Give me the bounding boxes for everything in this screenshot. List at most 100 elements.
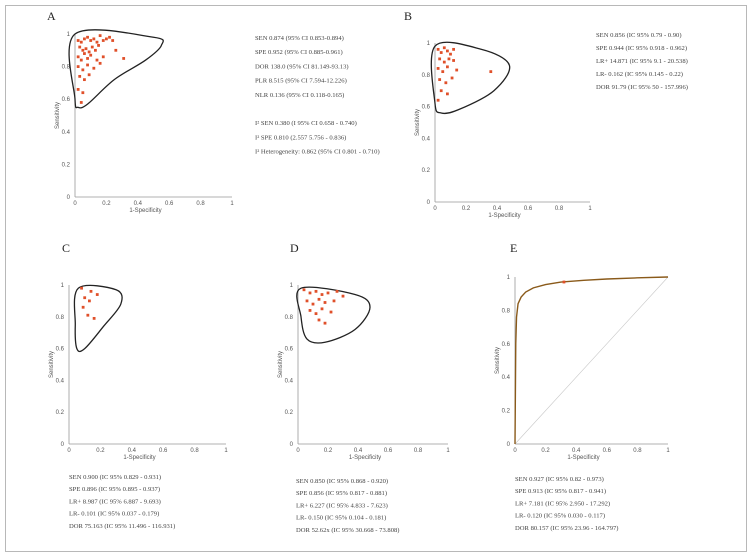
x-tick-label: 0.2 — [102, 201, 111, 207]
study-point — [441, 70, 445, 74]
study-point — [79, 58, 83, 62]
study-point — [87, 50, 91, 54]
study-point — [444, 81, 448, 85]
x-axis-title: 1-Specificity — [488, 213, 520, 219]
x-tick-label: 0.6 — [524, 206, 533, 212]
stat-line: DOR 80.157 (IC 95% 23.96 - 164.797) — [515, 525, 618, 532]
y-tick-label: 0.6 — [285, 347, 294, 353]
x-tick-label: 0.2 — [96, 448, 105, 454]
study-point — [439, 51, 443, 54]
study-point — [314, 312, 318, 316]
study-point — [447, 57, 451, 61]
study-point — [450, 76, 454, 80]
study-point — [92, 316, 96, 320]
study-point — [98, 34, 102, 38]
y-tick-label: 0 — [427, 200, 431, 206]
y-tick-label: 1 — [61, 283, 65, 289]
study-point — [452, 47, 455, 51]
y-tick-label: 0 — [507, 442, 511, 448]
study-point — [114, 48, 118, 52]
stat-line: LR- 0.101 (IC 95% 0.037 - 0.179) — [69, 511, 159, 518]
y-tick-label: 0.4 — [285, 378, 294, 384]
study-point — [436, 67, 440, 70]
stat-line: NLR 0.136 (95% CI 0.118-0.165) — [255, 92, 344, 99]
study-point — [305, 299, 309, 303]
study-point — [79, 101, 83, 104]
study-point — [562, 280, 566, 284]
study-point — [86, 313, 90, 317]
y-tick-label: 1 — [507, 275, 511, 281]
stat-line: LR- 0.150 (IC 95% 0.104 - 0.181) — [296, 515, 386, 522]
figure-frame — [5, 5, 747, 552]
y-tick-label: 1 — [290, 283, 294, 289]
stat-line: SPE 0.896 (IC 95% 0.895 - 0.937) — [69, 486, 160, 493]
x-tick-label: 0.6 — [384, 448, 393, 454]
y-axis-title: Sensitivity — [415, 109, 421, 136]
x-axis-title: 1-Specificity — [123, 455, 155, 461]
study-point — [455, 68, 459, 72]
study-point — [341, 294, 345, 298]
study-point — [326, 291, 330, 295]
study-point — [86, 63, 89, 67]
x-tick-label: 0.6 — [603, 448, 612, 454]
study-point — [78, 74, 82, 78]
x-tick-label: 0.4 — [354, 448, 363, 454]
stat-line: LR- 0.120 (IC 95% 0.030 - 0.117) — [515, 513, 605, 520]
study-point — [83, 296, 87, 300]
x-tick-label: 0.4 — [134, 201, 143, 207]
x-tick-label: 0.8 — [633, 448, 642, 454]
confidence-region — [430, 41, 511, 115]
y-tick-label: 0.6 — [422, 105, 431, 111]
stat-line: SPE 0.952 (95% CI 0.885-0.961) — [255, 49, 343, 56]
stat-line: DOR 138.0 (95% CI 81.149-93.13) — [255, 63, 349, 70]
study-point — [446, 92, 449, 96]
x-tick-label: 0.4 — [128, 448, 137, 454]
study-point — [436, 47, 440, 51]
y-tick-label: 0.4 — [56, 378, 65, 384]
stat-line: DOR 91.79 (IC 95% 50 - 157.996) — [596, 84, 688, 91]
x-tick-label: 1 — [446, 448, 450, 454]
x-tick-label: 0.8 — [414, 448, 423, 454]
confidence-region — [68, 29, 164, 109]
study-point — [81, 48, 85, 52]
y-tick-label: 1 — [427, 41, 431, 47]
study-point — [335, 289, 339, 293]
stat-line: LR+ 6.227 (IC 95% 4.833 - 7.623) — [296, 502, 388, 509]
study-point — [81, 305, 85, 309]
stat-line: SEN 0.900 (IC 95% 0.829 - 0.931) — [69, 474, 161, 481]
y-tick-label: 0.2 — [422, 168, 431, 174]
x-tick-label: 1 — [230, 201, 234, 207]
study-point — [89, 289, 93, 293]
panel-label: C — [62, 241, 70, 255]
x-axis-title: 1-Specificity — [129, 208, 161, 214]
panel-c: C 0 0.2 0.4 0.6 0.8 1 0 0.2 0.4 0.6 0.8 1 1-Specifici… — [49, 241, 228, 530]
stat-line: LR+ 7.181 (IC 95% 2.950 - 17.292) — [515, 500, 610, 507]
x-tick-label: 0.4 — [493, 206, 502, 212]
study-point — [438, 57, 442, 61]
stat-line: SEN 0.856 (IC 95% 0.79 - 0.90) — [596, 32, 682, 39]
panel-label: A — [47, 9, 56, 23]
y-tick-label: 0.6 — [56, 347, 65, 353]
stat-line: SPE 0.944 (IC 95% 0.918 - 0.962) — [596, 45, 687, 52]
y-tick-label: 0.8 — [502, 308, 511, 314]
study-point — [87, 73, 91, 77]
x-tick-label: 0.8 — [190, 448, 199, 454]
study-point — [489, 70, 493, 74]
x-tick-label: 0.6 — [165, 201, 174, 207]
x-tick-label: 0 — [67, 448, 71, 454]
y-tick-label: 0.8 — [56, 315, 65, 321]
study-point — [438, 78, 442, 81]
stat-line: I² SPE 0.810 (2.557 5.756 - 0.836) — [255, 134, 346, 141]
study-point — [78, 45, 82, 49]
study-point — [317, 318, 321, 322]
stat-line: I² SEN 0.380 (I 95% CI 0.658 - 0.740) — [255, 120, 357, 127]
study-point — [83, 37, 86, 41]
study-point — [332, 299, 336, 303]
study-point — [320, 293, 324, 296]
panel-b: B 0 0.2 0.4 0.6 0.8 1 0 0.2 0.4 0.6 0.8 1 1-Specifici… — [404, 9, 688, 219]
x-axis-title: 1-Specificity — [567, 455, 599, 461]
sroc-curve — [514, 276, 669, 445]
stat-line: DOR 75.163 (IC 95% 11.496 - 116.931) — [69, 523, 175, 530]
study-point — [84, 47, 88, 51]
study-point — [320, 307, 324, 311]
